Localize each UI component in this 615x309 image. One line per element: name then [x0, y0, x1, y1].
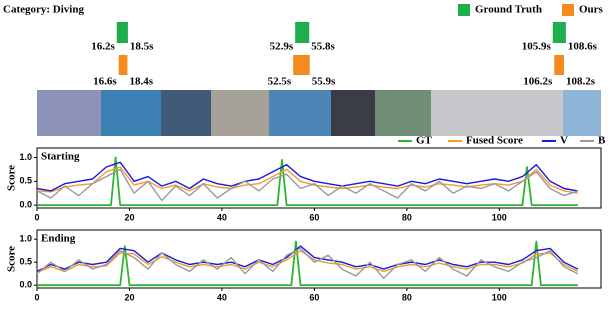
start-label: 16.2s — [91, 41, 115, 53]
x-tick-label: 40 — [217, 212, 227, 222]
y-tick-label: 0.0 — [19, 280, 32, 290]
thumbnail — [375, 90, 431, 136]
series-line — [36, 250, 579, 273]
series-line — [36, 161, 579, 192]
y-axis-label: Score — [6, 246, 18, 272]
panel-title: Starting — [41, 151, 80, 163]
x-tick-label: 40 — [217, 292, 227, 302]
x-tick-label: 80 — [402, 292, 412, 302]
legend-label: Fused Score — [466, 135, 523, 147]
segment — [293, 55, 310, 75]
legend-label: Ours — [579, 4, 604, 16]
thumbnail — [331, 90, 375, 136]
thumbnail — [269, 90, 331, 136]
series-line — [36, 168, 579, 202]
segment — [554, 55, 564, 75]
legend-swatch — [458, 4, 470, 16]
x-tick-label: 60 — [309, 212, 319, 222]
x-tick-label: 80 — [402, 212, 412, 222]
legend-label: GT — [416, 135, 433, 147]
start-label: 105.9s — [522, 41, 552, 53]
thumbnail — [431, 90, 563, 136]
category-title: Category: Diving — [3, 4, 84, 16]
plot-frame — [36, 147, 602, 209]
series-line — [36, 245, 579, 273]
y-tick-label: 0.5 — [19, 176, 32, 186]
plot-frame — [36, 229, 602, 289]
thumbnail — [211, 90, 269, 136]
legend-label: B — [598, 135, 606, 147]
legend-swatch — [562, 4, 574, 16]
x-tick-label: 0 — [34, 292, 39, 302]
y-tick-label: 1.0 — [19, 152, 32, 162]
segment — [295, 22, 310, 43]
thumbnail — [37, 90, 101, 136]
y-tick-label: 0.5 — [19, 257, 32, 267]
start-label: 106.2s — [523, 76, 553, 88]
series-line — [36, 166, 579, 194]
end-label: 55.9s — [312, 76, 336, 88]
x-tick-label: 100 — [492, 292, 507, 302]
end-label: 108.6s — [568, 41, 598, 53]
start-label: 52.9s — [270, 41, 294, 53]
series-line — [36, 247, 579, 279]
start-label: 52.5s — [268, 76, 292, 88]
series-line — [37, 240, 578, 287]
series-line — [37, 156, 578, 206]
thumbnail — [563, 90, 601, 136]
x-tick-label: 20 — [124, 292, 134, 302]
panel-title: Ending — [41, 233, 76, 245]
thumbnail — [161, 90, 211, 136]
y-axis-label: Score — [6, 165, 18, 191]
y-tick-label: 0.0 — [19, 200, 32, 210]
x-tick-label: 0 — [34, 212, 39, 222]
x-tick-label: 20 — [124, 212, 134, 222]
end-label: 18.4s — [129, 76, 153, 88]
segment — [116, 22, 128, 43]
end-label: 55.8s — [311, 41, 335, 53]
legend-label: Ground Truth — [475, 4, 542, 16]
x-tick-label: 60 — [309, 292, 319, 302]
segment — [552, 22, 566, 43]
segment — [118, 55, 128, 75]
end-label: 108.2s — [566, 76, 596, 88]
thumbnail — [101, 90, 161, 136]
legend-label: V — [560, 135, 568, 147]
end-label: 18.5s — [130, 41, 154, 53]
y-tick-label: 1.0 — [19, 234, 32, 244]
start-label: 16.6s — [93, 76, 117, 88]
thumbnails — [37, 90, 601, 136]
x-tick-label: 100 — [492, 212, 507, 222]
